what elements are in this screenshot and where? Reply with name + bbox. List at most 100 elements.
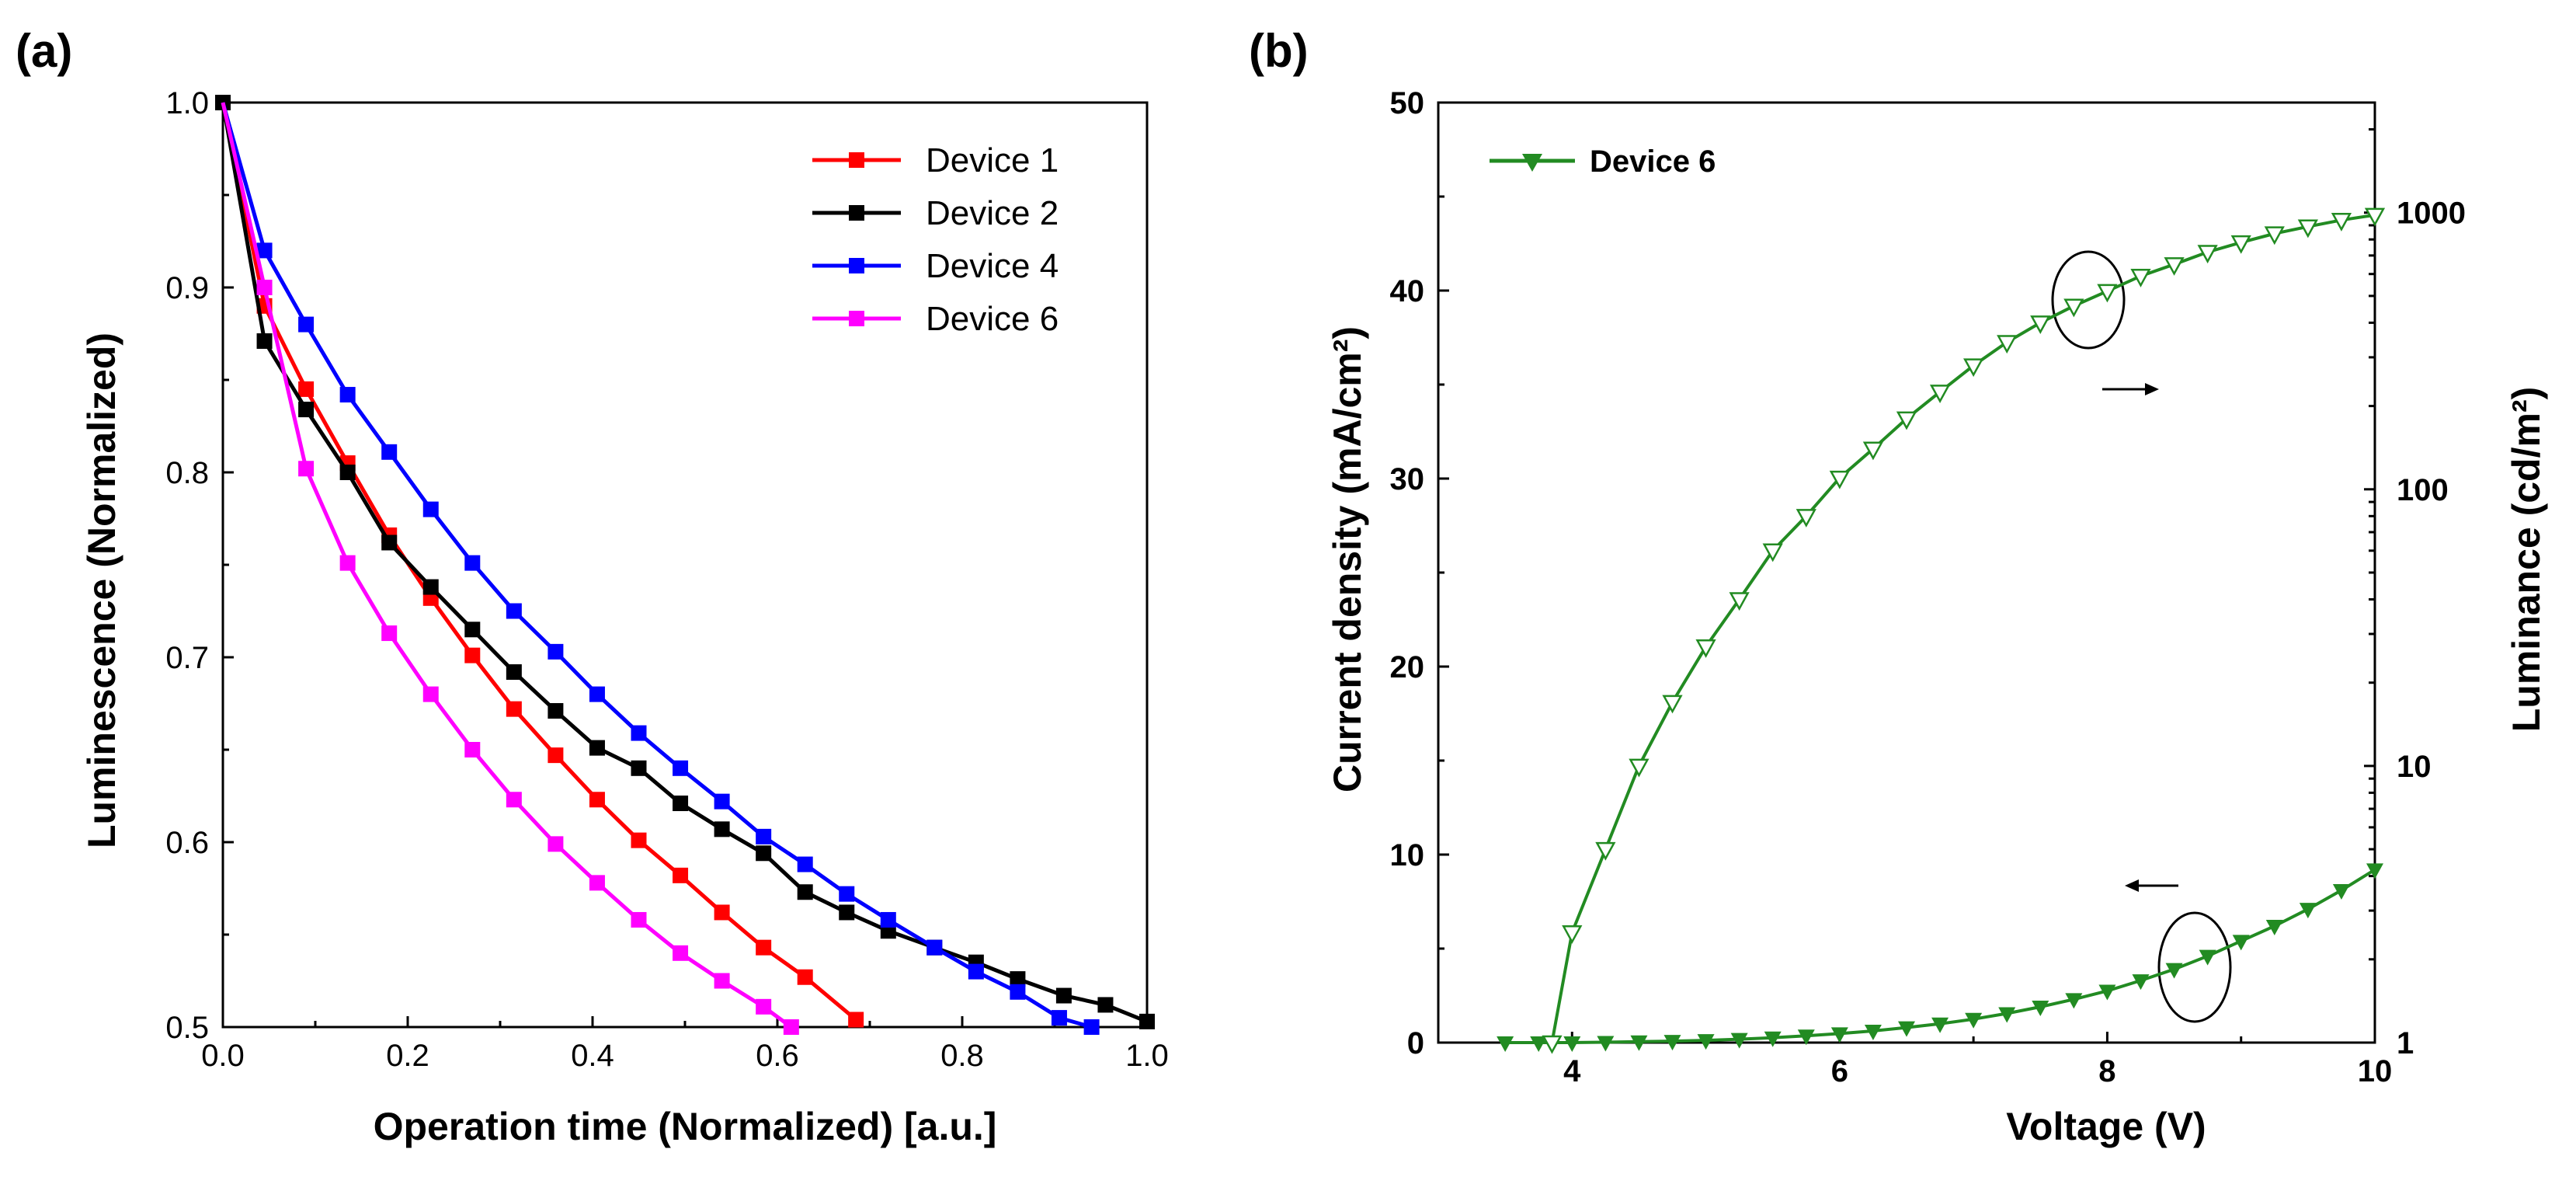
series-point bbox=[1083, 1019, 1100, 1035]
series-point bbox=[2165, 963, 2183, 979]
legend-marker bbox=[849, 152, 864, 168]
series-point bbox=[589, 686, 605, 702]
legend-marker bbox=[849, 258, 864, 273]
series-point bbox=[839, 886, 855, 902]
series-point bbox=[422, 501, 439, 517]
chart-a-series-2 bbox=[215, 95, 1155, 1029]
series-point bbox=[631, 832, 647, 848]
series-point bbox=[1055, 987, 1072, 1004]
series-point bbox=[797, 969, 813, 985]
series-line bbox=[221, 102, 1093, 1029]
chart-a-y-tick-label: 0.5 bbox=[165, 1011, 209, 1045]
series-point bbox=[714, 793, 730, 810]
chart-b-x-tick-label: 10 bbox=[2358, 1054, 2393, 1088]
panel-a-label: (a) bbox=[16, 25, 72, 77]
luminance-ellipse bbox=[2051, 250, 2126, 350]
chart-a-x-axis-title: Operation time (Normalized) [a.u.] bbox=[374, 1105, 997, 1148]
series-point bbox=[714, 973, 730, 989]
chart-b-left-y-tick-label: 0 bbox=[1407, 1026, 1424, 1060]
series-point bbox=[381, 625, 398, 642]
series-point bbox=[1762, 543, 1783, 562]
series-point bbox=[1764, 1031, 1782, 1047]
chart-a-legend: Device 1 Device 2 Device 4 Device 6 bbox=[812, 141, 1059, 338]
series-point bbox=[1597, 1036, 1615, 1052]
panel-b-label: (b) bbox=[1249, 25, 1309, 77]
chart-b-legend-marker bbox=[1522, 154, 1542, 172]
series-point bbox=[506, 603, 522, 619]
chart-b-left-y-tick-label: 50 bbox=[1390, 86, 1425, 120]
chart-a-x-tick-label: 0.4 bbox=[571, 1039, 614, 1073]
series-point bbox=[339, 555, 356, 571]
series-line bbox=[1505, 868, 2376, 1044]
series-point bbox=[1965, 1012, 1983, 1029]
series-point bbox=[589, 875, 605, 891]
series-point bbox=[1862, 441, 1884, 461]
series-point bbox=[2130, 269, 2151, 287]
chart-a: 0.0 0.2 0.4 0.6 0.8 1.0 0.5 0.6 0.7 0.8 0.9 1.0 Devi… bbox=[165, 86, 1168, 1073]
series-point bbox=[631, 760, 647, 776]
series-point bbox=[298, 316, 315, 333]
series-point bbox=[548, 643, 564, 660]
series-point bbox=[381, 444, 398, 460]
series-line bbox=[1550, 213, 2376, 1043]
series-point bbox=[1896, 411, 1917, 430]
series-point bbox=[548, 836, 564, 852]
chart-a-x-tick-label: 0.8 bbox=[940, 1039, 984, 1073]
chart-b-right-y-tick-label: 1 bbox=[2397, 1026, 2414, 1060]
series-point bbox=[631, 911, 647, 928]
chart-a-y-tick-label: 1.0 bbox=[165, 86, 209, 120]
series-point bbox=[2097, 284, 2118, 303]
chart-a-frame bbox=[221, 101, 1149, 1029]
chart-a-x-tick-label: 0.6 bbox=[756, 1039, 799, 1073]
series-point bbox=[2063, 298, 2084, 318]
chart-b-left-y-axis-title: Current density (mA/cm²) bbox=[1326, 326, 1369, 792]
legend-marker bbox=[849, 311, 864, 326]
series-point bbox=[422, 686, 439, 702]
series-point bbox=[756, 998, 772, 1015]
series-point bbox=[756, 845, 772, 862]
series-point bbox=[926, 939, 943, 956]
chart-b-legend-label: Device 6 bbox=[1590, 145, 1716, 179]
series-point bbox=[797, 856, 813, 872]
chart-b-right-y-tick-label: 10 bbox=[2397, 750, 2432, 784]
chart-a-x-tick-label: 0.2 bbox=[386, 1039, 429, 1073]
series-point bbox=[1051, 1010, 1067, 1026]
series-point bbox=[298, 461, 315, 477]
series-point bbox=[381, 535, 398, 551]
series-line bbox=[221, 102, 1148, 1024]
series-point bbox=[1864, 1024, 1882, 1040]
series-point bbox=[2264, 226, 2285, 245]
chart-a-series-3 bbox=[221, 102, 1100, 1035]
series-point bbox=[673, 867, 689, 883]
series-point bbox=[714, 821, 730, 837]
series-point bbox=[1797, 1029, 1815, 1046]
series-point bbox=[673, 796, 689, 812]
series-point bbox=[1729, 592, 1750, 611]
legend-marker bbox=[849, 205, 864, 221]
legend-label: Device 2 bbox=[926, 194, 1059, 232]
series-point bbox=[1663, 1035, 1681, 1051]
series-point bbox=[256, 242, 273, 259]
chart-b-x-tick-label: 6 bbox=[1831, 1054, 1848, 1088]
series-point bbox=[1629, 758, 1650, 778]
series-point bbox=[756, 828, 772, 844]
chart-a-x-tick-label: 0.0 bbox=[201, 1039, 245, 1073]
current-density-ellipse bbox=[2157, 911, 2232, 1023]
arrow-right-icon bbox=[2145, 383, 2159, 395]
series-point bbox=[1630, 1035, 1648, 1051]
series-point bbox=[339, 465, 356, 480]
series-point bbox=[1010, 971, 1026, 987]
series-point bbox=[2065, 993, 2083, 1009]
series-point bbox=[2366, 863, 2383, 879]
series-point bbox=[631, 725, 647, 741]
series-point bbox=[256, 333, 273, 350]
series-point bbox=[2132, 974, 2150, 991]
series-point bbox=[464, 622, 481, 638]
series-point bbox=[298, 402, 315, 418]
series-point bbox=[2030, 315, 2051, 335]
series-point bbox=[839, 904, 855, 921]
series-point bbox=[1563, 1036, 1581, 1052]
series-point bbox=[1829, 470, 1850, 489]
